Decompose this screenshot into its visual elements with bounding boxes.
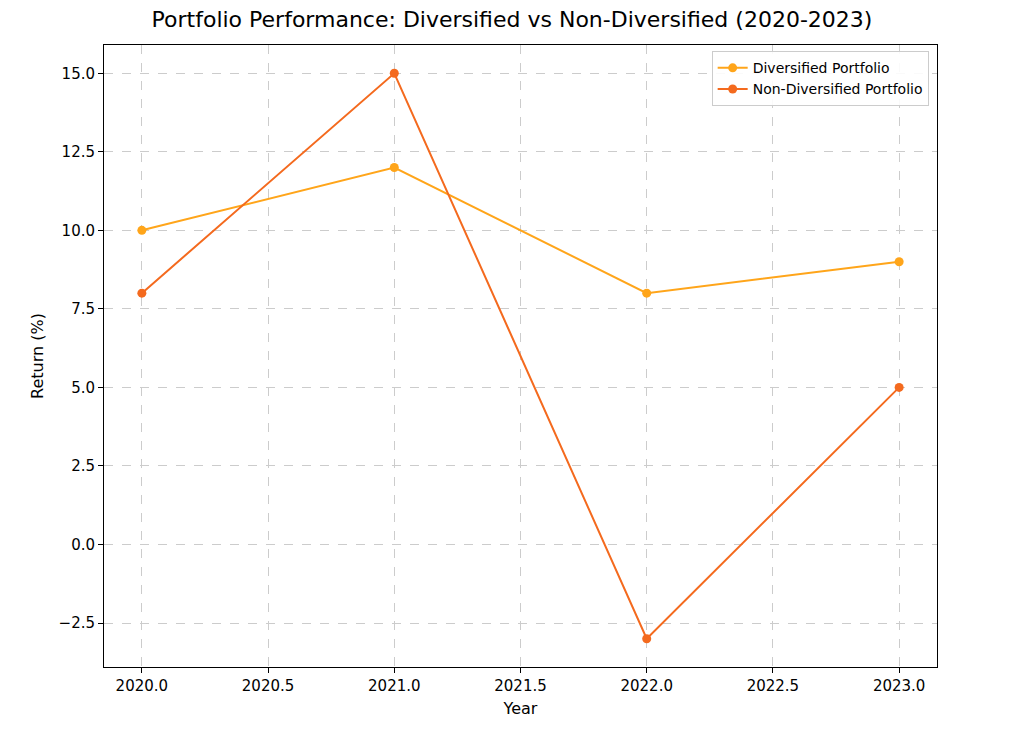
svg-text:Diversified Portfolio: Diversified Portfolio [753, 60, 890, 76]
svg-text:12.5: 12.5 [62, 143, 95, 161]
svg-text:Portfolio Performance: Diversi: Portfolio Performance: Diversified vs No… [152, 7, 873, 32]
svg-text:0.0: 0.0 [71, 536, 95, 554]
svg-text:Return (%): Return (%) [28, 313, 47, 399]
svg-text:−2.5: −2.5 [59, 614, 95, 632]
svg-text:5.0: 5.0 [71, 379, 95, 397]
svg-text:2021.0: 2021.0 [368, 677, 421, 695]
svg-text:2022.0: 2022.0 [620, 677, 673, 695]
svg-text:Non-Diversified Portfolio: Non-Diversified Portfolio [753, 81, 923, 97]
svg-text:2020.5: 2020.5 [242, 677, 295, 695]
svg-text:2020.0: 2020.0 [116, 677, 169, 695]
svg-text:7.5: 7.5 [71, 300, 95, 318]
svg-text:2023.0: 2023.0 [873, 677, 926, 695]
svg-text:2.5: 2.5 [71, 457, 95, 475]
svg-text:10.0: 10.0 [62, 222, 95, 240]
svg-text:2022.5: 2022.5 [747, 677, 800, 695]
svg-text:2021.5: 2021.5 [494, 677, 547, 695]
svg-text:15.0: 15.0 [62, 65, 95, 83]
svg-text:Year: Year [503, 699, 538, 718]
